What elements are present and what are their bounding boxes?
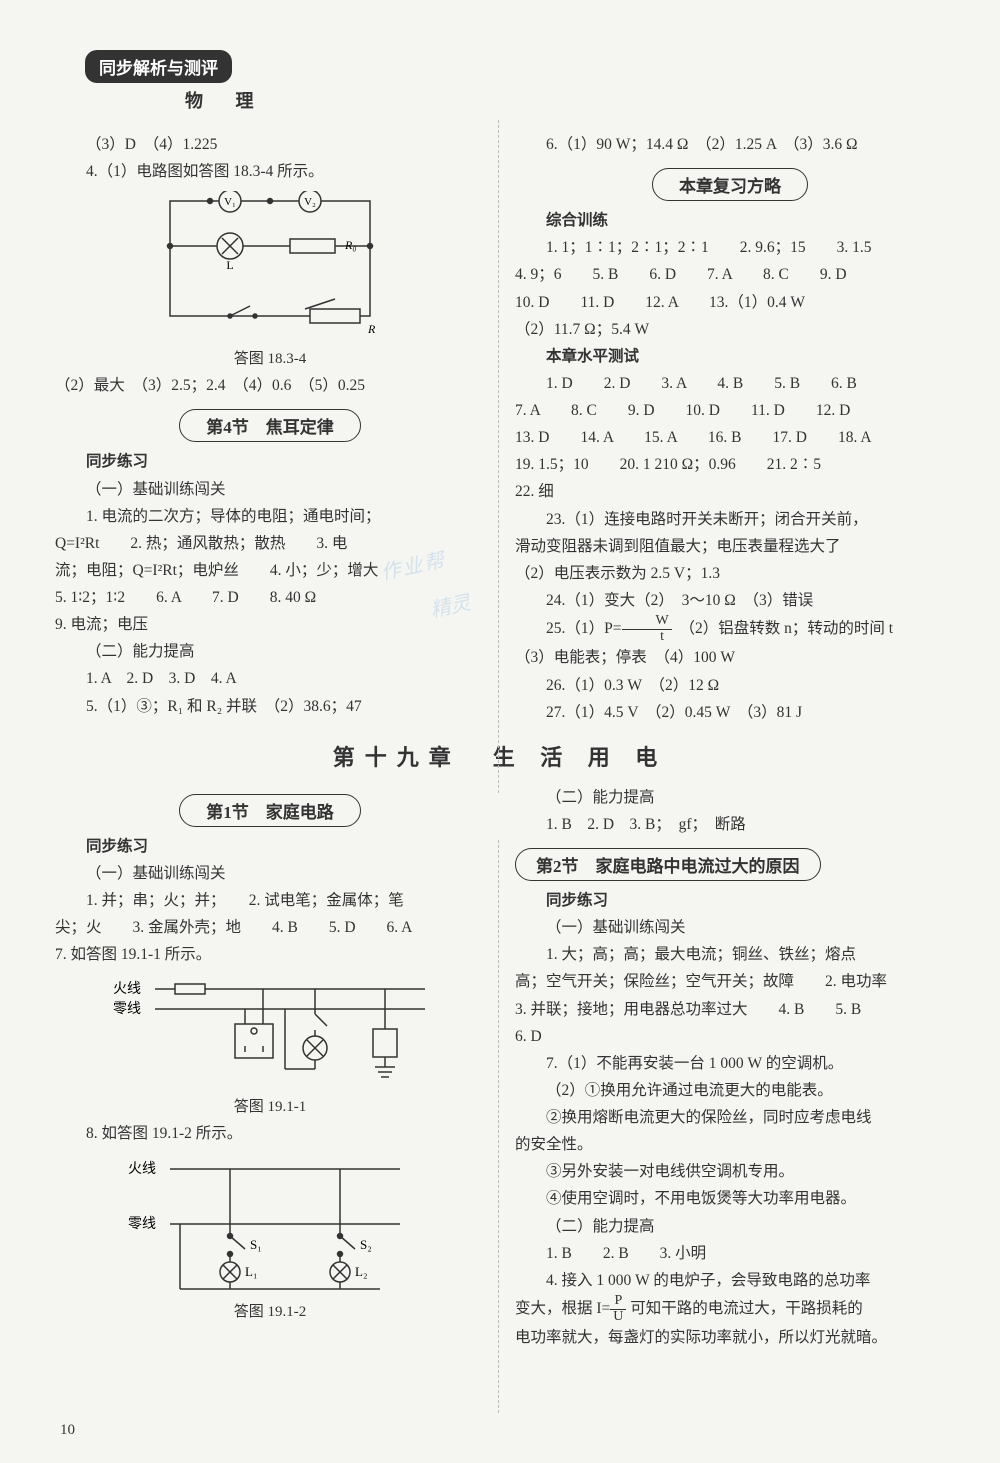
rt-l9: 19. 1.5；10 20. 1 210 Ω；0.96 21. 2∶5 bbox=[515, 451, 945, 478]
rb-l13: 4. 接入 1 000 W 的电炉子，会导致电路的总功率 bbox=[515, 1267, 945, 1294]
ability-header-2: （二）能力提高 bbox=[515, 784, 945, 811]
basic-header-2: （一）基础训练闯关 bbox=[55, 860, 485, 887]
circuit-18-3-4: V₁ V₂ L R₀ R bbox=[140, 191, 400, 341]
rb-l7: （2）①换用允许通过电流更大的电能表。 bbox=[515, 1077, 945, 1104]
rb-l4: 3. 并联；接地；用电器总功率过大 4. B 5. B bbox=[515, 996, 945, 1023]
rb-l3: 高；空气开关；保险丝；空气开关；故障 2. 电功率 bbox=[515, 968, 945, 995]
page-number: 10 bbox=[60, 1422, 75, 1439]
s191-l2: 尖；火 3. 金属外壳；地 4. B 5. D 6. A bbox=[55, 914, 485, 941]
col-left-bottom: 第1节 家庭电路 同步练习 （一）基础训练闯关 1. 并；串；火；并； 2. 试… bbox=[55, 784, 485, 1352]
top-columns: （3）D （4）1.225 4.（1）电路图如答图 18.3-4 所示。 bbox=[55, 131, 945, 726]
circuit-19-1-1: 火线 零线 bbox=[105, 974, 435, 1089]
s4-l5: 9. 电流；电压 bbox=[55, 611, 485, 638]
rb-l15: 电功率就大，每盏灯的实际功率就小，所以灯光就暗。 bbox=[515, 1324, 945, 1351]
s4-l1: 1. 电流的二次方；导体的电阻；通电时间； bbox=[55, 503, 485, 530]
sync-practice-3: 同步练习 bbox=[515, 887, 945, 914]
sync-practice-1: 同步练习 bbox=[55, 448, 485, 475]
svg-text:S₂: S₂ bbox=[360, 1237, 372, 1252]
rt-l16: （3）电能表；停表 （4）100 W bbox=[515, 644, 945, 671]
fig-19-1-2-caption: 答图 19.1-2 bbox=[55, 1300, 485, 1321]
s4-l2: Q=I²Rt 2. 热；通风散热；散热 3. 电 bbox=[55, 530, 485, 557]
sync-practice-2: 同步练习 bbox=[55, 833, 485, 860]
svg-text:R: R bbox=[367, 322, 376, 336]
ability-header-1: （二）能力提高 bbox=[55, 638, 485, 665]
svg-text:R₀: R₀ bbox=[344, 238, 357, 252]
col-right-top: 6.（1）90 W；14.4 Ω （2）1.25 A （3）3.6 Ω 本章复习… bbox=[515, 131, 945, 726]
column-divider-top bbox=[498, 120, 499, 793]
s4-l7: 5.（1）③；R₁ 和 R₂ 并联 （2）38.6；47 bbox=[55, 693, 485, 720]
chapter-19-title: 第十九章 生 活 用 电 bbox=[55, 740, 945, 772]
q4-2-5: （2）最大 （3）2.5；2.4 （4）0.6 （5）0.25 bbox=[55, 372, 485, 399]
rt-l13: （2）电压表示数为 2.5 V；1.3 bbox=[515, 560, 945, 587]
fig-18-3-4-caption: 答图 18.3-4 bbox=[55, 347, 485, 368]
rt-l15: 25.（1）P=Wt （2）铝盘转数 n；转动的时间 t bbox=[515, 614, 945, 644]
rb-l1: 1. B 2. D 3. B； gf； 断路 bbox=[515, 811, 945, 838]
q4-1: 4.（1）电路图如答图 18.3-4 所示。 bbox=[55, 158, 485, 185]
s4-l4: 5. 1∶2；1∶2 6. A 7. D 8. 40 Ω bbox=[55, 584, 485, 611]
svg-text:L₁: L₁ bbox=[245, 1264, 257, 1279]
bottom-columns: 第1节 家庭电路 同步练习 （一）基础训练闯关 1. 并；串；火；并； 2. 试… bbox=[55, 784, 945, 1352]
circuit-19-1-2: 火线 零线 S₁ S₂ L₁ L₂ bbox=[120, 1154, 420, 1294]
rb-l8: ②换用熔断电流更大的保险丝，同时应考虑电线 bbox=[515, 1104, 945, 1131]
rt-l11: 23.（1）连接电路时开关未断开；闭合开关前， bbox=[515, 506, 945, 533]
rt-l5: （2）11.7 Ω；5.4 W bbox=[515, 316, 945, 343]
comprehensive-header: 综合训练 bbox=[515, 207, 945, 234]
rt-l17: 26.（1）0.3 W （2）12 Ω bbox=[515, 672, 945, 699]
s4-l3: 流；电阻；Q=I²Rt；电炉丝 4. 小；少；增大 bbox=[55, 557, 485, 584]
rb-l11: ④使用空调时，不用电饭煲等大功率用电器。 bbox=[515, 1185, 945, 1212]
col-right-bottom: （二）能力提高 1. B 2. D 3. B； gf； 断路 第2节 家庭电路中… bbox=[515, 784, 945, 1352]
rb-l6: 7.（1）不能再安装一台 1 000 W 的空调机。 bbox=[515, 1050, 945, 1077]
svg-text:V₁: V₁ bbox=[224, 196, 236, 208]
rt-l6: 1. D 2. D 3. A 4. B 5. B 6. B bbox=[515, 370, 945, 397]
rt-l18: 27.（1）4.5 V （2）0.45 W （3）81 J bbox=[515, 699, 945, 726]
s191-l4: 8. 如答图 19.1-2 所示。 bbox=[55, 1120, 485, 1147]
rb-l10: ③另外安装一对电线供空调机专用。 bbox=[515, 1158, 945, 1185]
section-19-1-title: 第1节 家庭电路 bbox=[179, 794, 361, 827]
rt-l1: 6.（1）90 W；14.4 Ω （2）1.25 A （3）3.6 Ω bbox=[515, 131, 945, 158]
chapter-test-header: 本章水平测试 bbox=[515, 343, 945, 370]
header-tab: 同步解析与测评 bbox=[85, 50, 232, 83]
s4-l6: 1. A 2. D 3. D 4. A bbox=[55, 665, 485, 692]
svg-text:零线: 零线 bbox=[113, 1001, 141, 1017]
rt-l2: 1. 1；1∶1；2∶1；2∶1 2. 9.6；15 3. 1.5 bbox=[515, 234, 945, 261]
rt-l10: 22. 细 bbox=[515, 478, 945, 505]
rt-l12: 滑动变阻器未调到阻值最大；电压表量程选大了 bbox=[515, 533, 945, 560]
svg-text:L₂: L₂ bbox=[355, 1264, 367, 1279]
column-divider-bottom bbox=[498, 840, 499, 1413]
subject-label: 物 理 bbox=[185, 87, 945, 113]
svg-text:火线: 火线 bbox=[113, 981, 141, 997]
section-4-title: 第4节 焦耳定律 bbox=[179, 409, 361, 442]
fig-19-1-1-caption: 答图 19.1-1 bbox=[55, 1095, 485, 1116]
svg-text:零线: 零线 bbox=[128, 1216, 156, 1232]
ans-3-4: （3）D （4）1.225 bbox=[55, 131, 485, 158]
svg-text:S₁: S₁ bbox=[250, 1237, 262, 1252]
svg-text:火线: 火线 bbox=[128, 1161, 156, 1177]
basic-header-1: （一）基础训练闯关 bbox=[55, 476, 485, 503]
rt-l14: 24.（1）变大（2） 3～10 Ω （3）错误 bbox=[515, 587, 945, 614]
rb-l14: 变大，根据 I=PU 可知干路的电流过大，干路损耗的 bbox=[515, 1294, 945, 1324]
svg-text:V₂: V₂ bbox=[304, 196, 316, 208]
rt-l4: 10. D 11. D 12. A 13.（1）0.4 W bbox=[515, 289, 945, 316]
rt-l7: 7. A 8. C 9. D 10. D 11. D 12. D bbox=[515, 397, 945, 424]
rt-l8: 13. D 14. A 15. A 16. B 17. D 18. A bbox=[515, 424, 945, 451]
col-left-top: （3）D （4）1.225 4.（1）电路图如答图 18.3-4 所示。 bbox=[55, 131, 485, 726]
review-title: 本章复习方略 bbox=[652, 168, 808, 201]
s191-l3: 7. 如答图 19.1-1 所示。 bbox=[55, 941, 485, 968]
svg-text:L: L bbox=[226, 258, 233, 272]
rb-l2: 1. 大；高；高；最大电流；铜丝、铁丝；熔点 bbox=[515, 941, 945, 968]
rb-l5: 6. D bbox=[515, 1023, 945, 1050]
rt-l3: 4. 9；6 5. B 6. D 7. A 8. C 9. D bbox=[515, 261, 945, 288]
s191-l1: 1. 并；串；火；并； 2. 试电笔；金属体；笔 bbox=[55, 887, 485, 914]
section-19-2-title: 第2节 家庭电路中电流过大的原因 bbox=[515, 848, 821, 881]
rb-l12: 1. B 2. B 3. 小明 bbox=[515, 1240, 945, 1267]
basic-header-3: （一）基础训练闯关 bbox=[515, 914, 945, 941]
ability-header-3: （二）能力提高 bbox=[515, 1213, 945, 1240]
rb-l9: 的安全性。 bbox=[515, 1131, 945, 1158]
